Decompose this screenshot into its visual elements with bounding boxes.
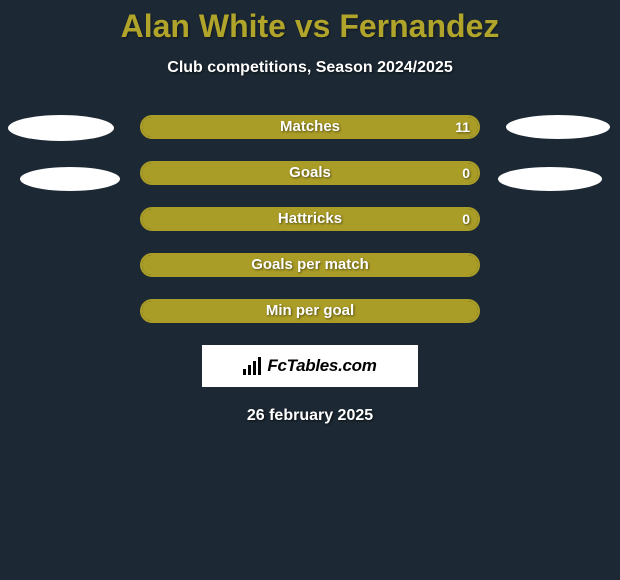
stat-bar-label: Min per goal xyxy=(142,301,478,321)
player2-stat-oval-1 xyxy=(506,115,610,139)
stat-bar: Matches11 xyxy=(140,115,480,139)
player1-stat-oval-1 xyxy=(8,115,114,141)
fctables-logo: FcTables.com xyxy=(202,345,418,387)
stat-bar-label: Goals xyxy=(142,163,478,183)
stat-bar-label: Goals per match xyxy=(142,255,478,275)
logo-text: FcTables.com xyxy=(267,356,376,376)
stat-bars: Matches11Goals0Hattricks0Goals per match… xyxy=(140,115,480,323)
stat-bar: Hattricks0 xyxy=(140,207,480,231)
stat-bar-value: 0 xyxy=(462,209,470,229)
stat-bar: Goals0 xyxy=(140,161,480,185)
stat-bar: Min per goal xyxy=(140,299,480,323)
snapshot-date: 26 february 2025 xyxy=(0,407,620,425)
stat-bar-value: 0 xyxy=(462,163,470,183)
player2-stat-oval-2 xyxy=(498,167,602,191)
stat-bar-label: Hattricks xyxy=(142,209,478,229)
stat-bar: Goals per match xyxy=(140,253,480,277)
page-title: Alan White vs Fernandez xyxy=(0,0,620,45)
stat-bar-label: Matches xyxy=(142,117,478,137)
player1-stat-oval-2 xyxy=(20,167,120,191)
bar-chart-icon xyxy=(243,357,261,375)
stat-bar-value: 11 xyxy=(455,117,470,137)
comparison-chart: Matches11Goals0Hattricks0Goals per match… xyxy=(0,115,620,425)
subtitle: Club competitions, Season 2024/2025 xyxy=(0,59,620,77)
